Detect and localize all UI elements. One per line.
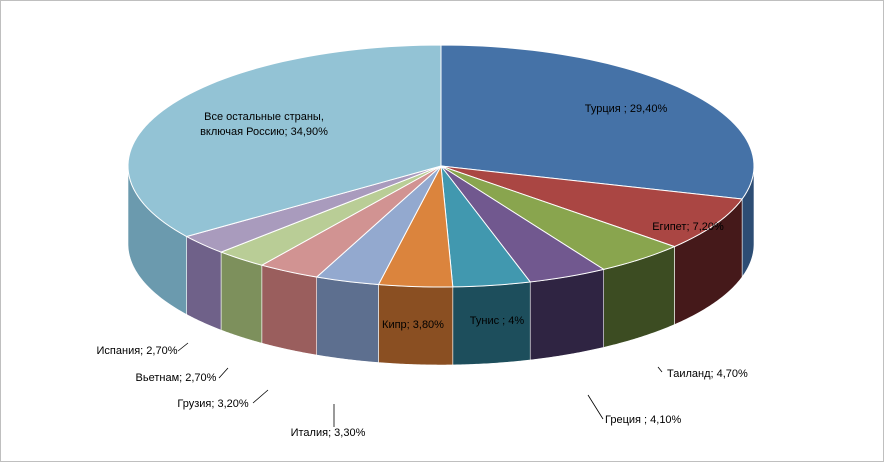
data-label-6: Италия; 3,30% [291,427,366,439]
data-label-1: Египет; 7,20% [652,221,724,233]
data-label-3: Греция ; 4,10% [605,414,682,426]
pie-slice-5 [377,164,454,288]
data-label-line-0: Все остальные страны, [204,111,324,123]
leader-line-2 [657,366,663,373]
pie-slice-4 [440,164,532,288]
pie-side-7 [261,264,317,356]
leader-line-7 [252,389,269,404]
pie-slice-9 [185,165,442,253]
pie-slice-1 [440,165,744,248]
pie-sides [127,165,755,366]
data-label-2: Таиланд; 4,70% [667,368,748,380]
leader-lines [177,342,663,427]
pie-slice-10 [127,44,442,238]
data-label-7: Грузия; 3,20% [177,398,248,410]
pie-side-6 [316,276,379,363]
pie-slice-6 [315,165,442,286]
leader-line-8 [218,367,229,379]
data-label-0: Турция ; 29,40% [585,103,668,115]
pie-side-8 [220,251,263,344]
data-label-8: Вьетнам; 2,70% [136,372,217,384]
data-label-9: Испания; 2,70% [97,345,178,357]
data-label-4: Тунис ; 4% [470,315,525,327]
data-label-10: Все остальные страны, включая Россию; 34,… [200,111,328,138]
pie-slice-0 [440,44,755,200]
pie-tops [127,44,755,288]
data-labels: Турция ; 29,40% Египет; 7,20% Таиланд; 4,7… [97,103,749,439]
pie-side-3 [529,268,605,361]
leader-line-3 [587,394,604,420]
data-label-line-1: включая Россию; 34,90% [200,126,328,138]
data-label-5: Кипр; 3,80% [382,319,444,331]
pie-slice-3 [440,165,605,283]
pie-slice-8 [219,165,442,266]
pie-slice-2 [440,165,676,270]
pie-slice-7 [260,165,442,278]
leader-line-9 [177,342,189,352]
